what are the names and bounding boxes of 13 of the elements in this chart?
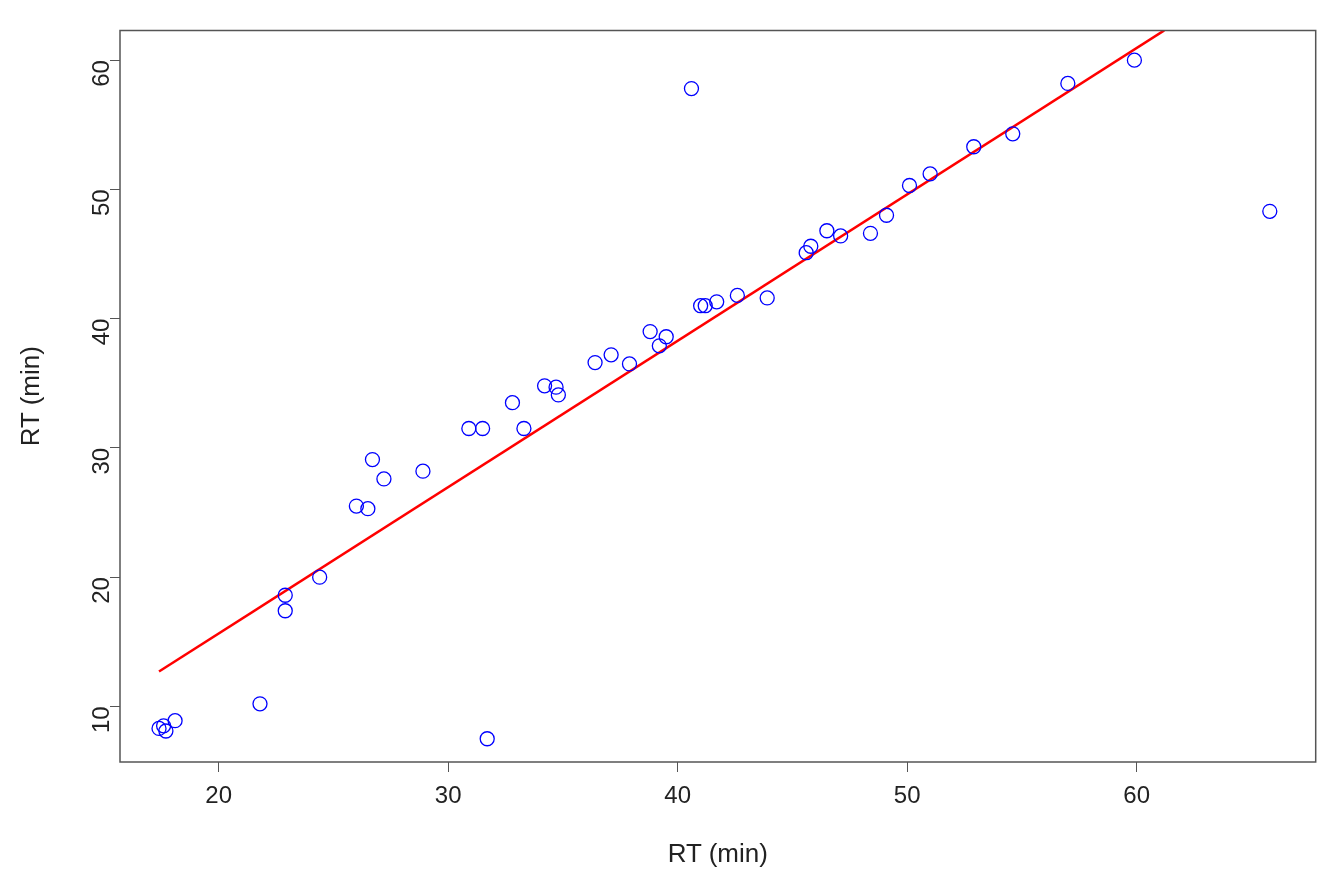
y-tick-label: 10 [86,706,114,734]
x-tick-label: 20 [205,781,233,809]
y-tick-label: 30 [86,447,114,475]
x-axis-title: RT (min) [667,837,768,868]
y-tick-label: 20 [86,577,114,604]
x-tick-label: 30 [434,781,462,809]
x-tick-label: 50 [893,781,921,809]
x-tick-label: 60 [1123,781,1151,809]
x-tick-label: 40 [664,781,692,809]
y-tick-label: 50 [86,189,114,217]
y-tick-label: 60 [86,60,114,87]
y-tick-label: 40 [86,318,114,346]
y-axis-title: RT (min) [14,346,45,447]
